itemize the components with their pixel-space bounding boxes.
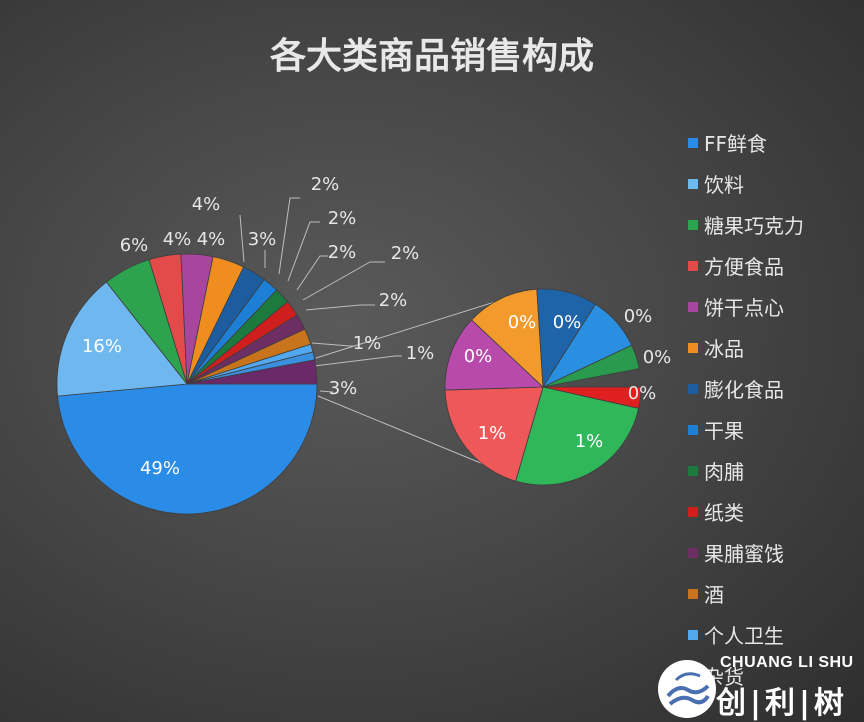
pie-slice: [186, 359, 318, 385]
slice-label: 2%: [311, 174, 340, 195]
detail-label: 0%: [508, 312, 537, 333]
legend-item: 糖果巧克力: [688, 204, 804, 245]
leader-line: [278, 197, 300, 275]
legend-swatch: [688, 383, 698, 394]
leader-line: [302, 261, 385, 301]
leader-line: [313, 355, 402, 367]
chart-title: 各大类商品销售构成: [270, 36, 594, 77]
legend-item: 纸类: [688, 491, 804, 532]
detail-label: 1%: [575, 431, 604, 452]
slice-label: 1%: [353, 333, 382, 354]
detail-label: 0%: [628, 383, 657, 404]
legend-item: 饼干点心: [688, 286, 804, 327]
slice-label: 3%: [248, 229, 277, 250]
legend-swatch: [688, 301, 698, 312]
leader-line: [239, 214, 245, 263]
legend-item: 个人卫生: [688, 614, 804, 655]
legend-label: 糖果巧克力: [704, 214, 804, 238]
legend-item: 方便食品: [688, 245, 804, 286]
connector-line: [315, 294, 518, 359]
leader-line: [305, 304, 375, 311]
detail-slice: [444, 386, 544, 482]
detail-slice: [470, 288, 544, 388]
watermark-en: CHUANG LI SHU: [720, 654, 854, 671]
legend-item: FF鲜食: [688, 122, 804, 163]
slice-label: 2%: [328, 242, 357, 263]
legend-swatch: [688, 465, 698, 476]
detail-label: 0%: [643, 347, 672, 368]
main-pie: [56, 253, 318, 515]
slice-label: 2%: [379, 290, 408, 311]
legend-swatch: [688, 629, 698, 640]
detail-slice: [542, 344, 640, 388]
legend-swatch: [688, 547, 698, 558]
slice-label: 4%: [197, 229, 226, 250]
detail-label: 1%: [478, 423, 507, 444]
leader-line: [296, 255, 328, 291]
legend-label: 干果: [704, 419, 744, 443]
slice-label: 1%: [406, 343, 435, 364]
slice-label: 16%: [82, 336, 122, 357]
slice-label: 2%: [328, 208, 357, 229]
detail-label: 0%: [553, 312, 582, 333]
legend-item: 肉脯: [688, 450, 804, 491]
legend-label: 膨化食品: [704, 378, 784, 402]
legend-label: 肉脯: [704, 460, 744, 484]
slice-label: 4%: [163, 229, 192, 250]
legend-label: 果脯蜜饯: [704, 542, 784, 566]
legend-swatch: [688, 219, 698, 230]
legend-swatch: [688, 260, 698, 271]
legend-label: 酒: [704, 583, 724, 607]
slice-label: 2%: [391, 243, 420, 264]
pie-slice: [56, 281, 188, 397]
detail-label: 0%: [624, 306, 653, 327]
legend-swatch: [688, 588, 698, 599]
pie-slice: [57, 383, 318, 515]
legend-swatch: [688, 178, 698, 189]
legend-swatch: [688, 342, 698, 353]
legend-item: 干果: [688, 409, 804, 450]
legend-label: FF鲜食: [704, 132, 768, 156]
legend-item: 酒: [688, 573, 804, 614]
slice-label: 6%: [120, 235, 149, 256]
watermark-cn: 创|利|树: [716, 686, 848, 721]
tree-logo-icon: [658, 660, 716, 718]
watermark: CHUANG LI SHU 创|利|树: [656, 652, 864, 722]
legend-label: 方便食品: [704, 255, 784, 279]
detail-slice: [515, 386, 640, 486]
legend-label: 饮料: [704, 173, 744, 197]
leader-line: [311, 342, 355, 347]
legend-item: 果脯蜜饯: [688, 532, 804, 573]
detail-slice: [444, 319, 544, 391]
slice-label: 49%: [140, 458, 180, 479]
legend-item: 饮料: [688, 163, 804, 204]
legend-label: 个人卫生: [704, 624, 784, 648]
chart-legend: FF鲜食饮料糖果巧克力方便食品饼干点心冰品膨化食品干果肉脯纸类果脯蜜饯酒个人卫生…: [688, 122, 804, 696]
slice-label: 4%: [192, 194, 221, 215]
leader-line: [319, 390, 334, 393]
data-labels: 49%16%6% 4% 4%4%3%2%2%2% 2%2%1% 1%3% 0%1%1%0%…: [82, 174, 671, 479]
legend-swatch: [688, 506, 698, 517]
slice-label: 3%: [329, 378, 358, 399]
legend-label: 冰品: [704, 337, 744, 361]
detail-pie: [444, 288, 642, 486]
legend-label: 纸类: [704, 501, 744, 525]
legend-swatch: [688, 424, 698, 435]
legend-item: 冰品: [688, 327, 804, 368]
detail-label: 0%: [464, 346, 493, 367]
leader-line: [287, 221, 320, 282]
legend-item: 膨化食品: [688, 368, 804, 409]
legend-label: 饼干点心: [704, 296, 784, 320]
legend-swatch: [688, 137, 698, 148]
